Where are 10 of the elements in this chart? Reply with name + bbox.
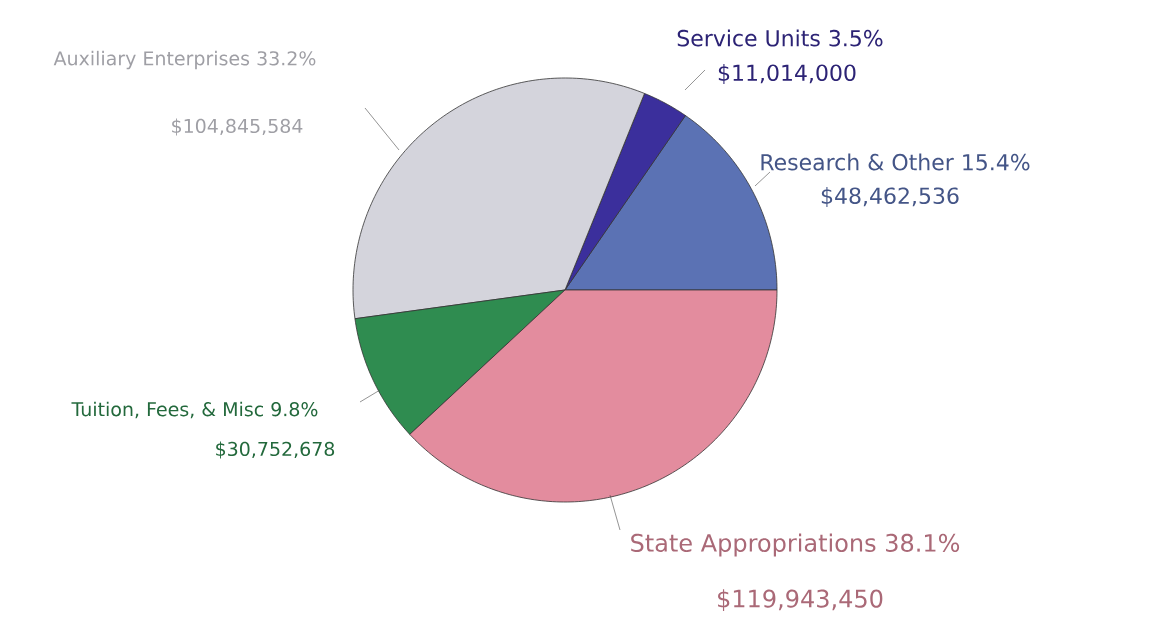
data-label: $30,752,678 [216, 441, 335, 459]
slice-label: State Appropriations 38.1% [631, 533, 960, 557]
slice-label: Service Units 3.5% [677, 29, 883, 47]
data-label: $48,462,536 [821, 187, 959, 207]
data-label: $119,943,450 [718, 589, 883, 611]
data-label: $104,845,584 [172, 118, 303, 136]
slice-label: Tuition, Fees, & Misc 9.8% [71, 401, 318, 419]
data-label: $11,014,000 [718, 64, 856, 84]
slice-label: Auxiliary Enterprises 33.2% [53, 50, 316, 70]
slice-label: Research & Other 15.4% [761, 153, 1030, 171]
